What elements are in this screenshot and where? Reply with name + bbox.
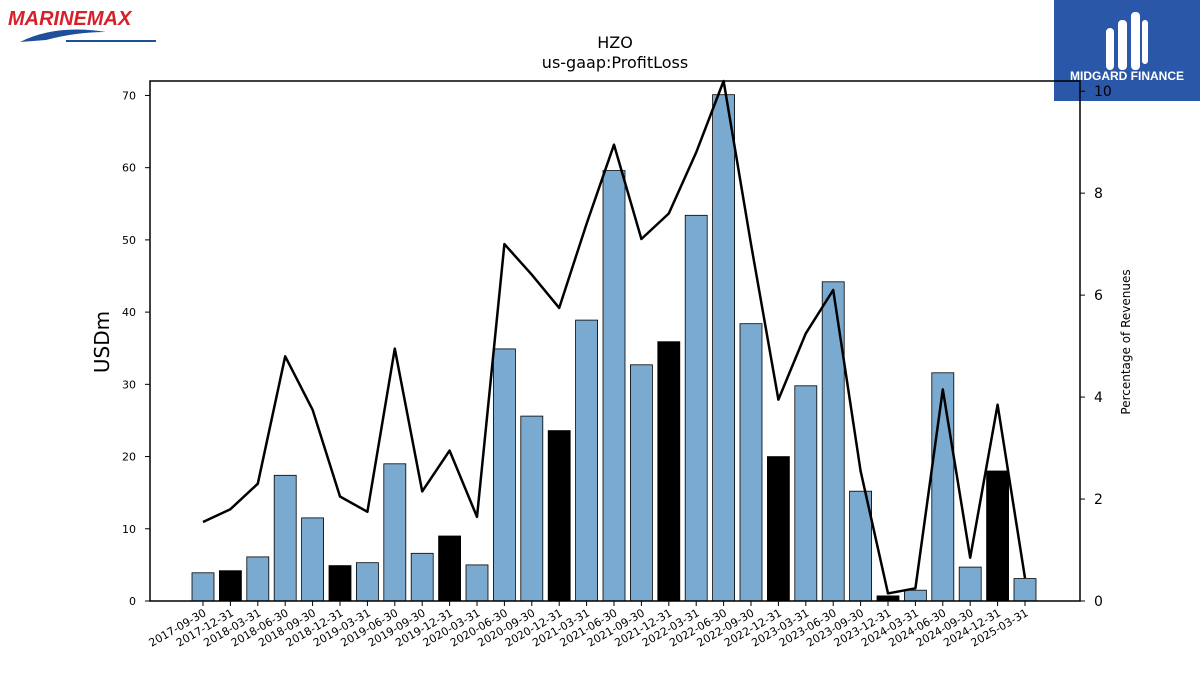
bar-2024-03-31 — [904, 589, 927, 602]
y-tick-label: 10 — [122, 523, 136, 536]
y-tick-label: 20 — [122, 451, 136, 464]
y-tick-label: 40 — [122, 306, 136, 319]
bar-2019-12-31 — [438, 535, 462, 602]
midgard-emblem-icon — [1106, 12, 1148, 70]
bar-2017-12-31 — [218, 570, 242, 602]
bar-2018-06-30 — [273, 474, 297, 602]
bar-2021-12-31 — [657, 341, 681, 602]
chart-subtitle: us-gaap:ProfitLoss — [542, 53, 688, 72]
bar-2019-03-31 — [355, 562, 379, 602]
bar-2022-09-30 — [739, 323, 763, 602]
svg-text:MARINEMAX: MARINEMAX — [8, 8, 133, 30]
bar-2022-03-31 — [684, 214, 708, 602]
bar-2021-03-31 — [575, 319, 598, 602]
bar-2024-09-30 — [958, 566, 982, 602]
y-tick-label: 50 — [122, 234, 136, 247]
marinemax-logo: MARINEMAX — [8, 8, 156, 42]
y2-tick-label: 10 — [1094, 84, 1112, 100]
bar-2019-06-30 — [383, 463, 407, 602]
y-tick-label: 0 — [129, 595, 136, 608]
bar-2021-09-30 — [630, 364, 653, 602]
bar-2022-06-30 — [712, 94, 735, 602]
y2-tick-label: 2 — [1094, 492, 1103, 508]
bar-2024-06-30 — [931, 372, 955, 602]
bar-2020-03-31 — [465, 564, 489, 602]
bar-2020-12-31 — [547, 430, 571, 602]
percentage-line — [202, 79, 1027, 595]
bar-2023-12-31 — [876, 595, 900, 602]
y-tick-label: 60 — [122, 162, 136, 175]
bar-2021-06-30 — [602, 170, 626, 602]
y2-axis-label: Percentage of Revenues — [1119, 269, 1133, 414]
plot-frame — [149, 80, 1081, 602]
bar-2022-12-31 — [767, 456, 790, 602]
y-tick-label: 30 — [122, 378, 136, 391]
bar-2020-09-30 — [520, 415, 544, 602]
bar-2023-03-31 — [794, 385, 818, 602]
bar-2019-09-30 — [410, 552, 434, 602]
bar-2023-06-30 — [821, 281, 845, 602]
bar-2024-12-31 — [986, 470, 1009, 602]
bar-2025-03-31 — [1013, 578, 1037, 602]
bar-2018-03-31 — [246, 556, 270, 602]
svg-text:MIDGARD FINANCE: MIDGARD FINANCE — [1070, 69, 1184, 83]
y2-tick-label: 0 — [1094, 594, 1103, 610]
bar-2018-09-30 — [301, 517, 325, 602]
y-tick-label: 70 — [122, 89, 136, 102]
bar-2020-06-30 — [492, 348, 516, 602]
chart-title: HZO — [597, 33, 633, 52]
midgard-finance-logo: MIDGARD FINANCE — [1054, 0, 1200, 101]
y2-tick-label: 6 — [1094, 288, 1103, 304]
bar-2017-09-30 — [191, 572, 215, 602]
bar-2018-12-31 — [328, 565, 352, 602]
y2-tick-label: 8 — [1094, 186, 1103, 202]
y2-tick-label: 4 — [1094, 390, 1103, 406]
y-axis-label: USDm — [90, 311, 114, 373]
